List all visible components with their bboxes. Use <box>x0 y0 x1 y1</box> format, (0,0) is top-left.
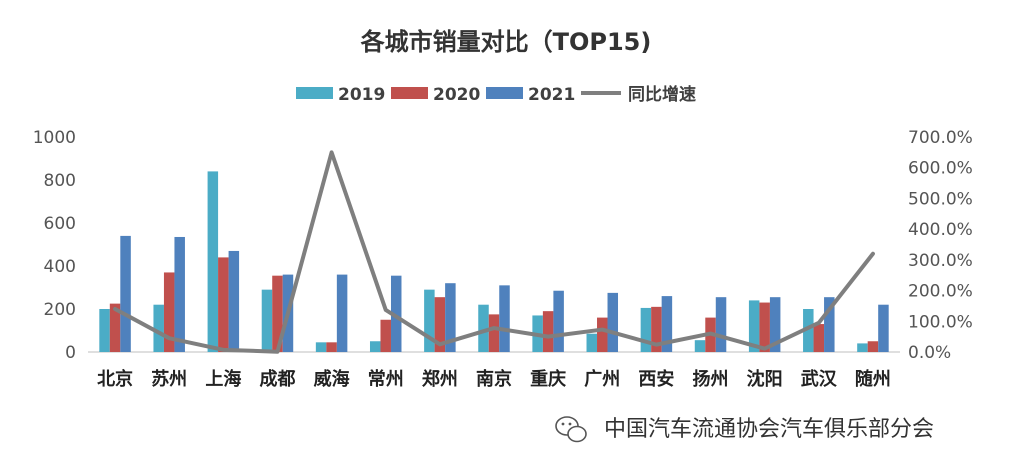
x-axis-categories: 北京 苏州 上海 成都 威海 常州 郑州 南京 重庆 广州 西安 扬州 沈阳 武汉 随州 <box>97 368 891 390</box>
x-category-label: 北京 <box>97 368 133 390</box>
y-right-tick-label: 200.0% <box>908 282 973 302</box>
legend-swatch-2020 <box>391 87 428 99</box>
x-category-label: 成都 <box>259 368 295 390</box>
bar-2019-西安 <box>640 307 652 352</box>
x-category-label: 重庆 <box>530 368 566 390</box>
y-right-tick-label: 600.0% <box>908 159 973 179</box>
y-left-tick-label: 600 <box>44 214 76 234</box>
x-category-label: 广州 <box>584 368 620 390</box>
bar-2021-西安 <box>661 296 673 352</box>
bar-2021-常州 <box>390 275 402 352</box>
bar-2019-扬州 <box>694 340 706 352</box>
bar-2021-威海 <box>336 274 348 352</box>
x-category-label: 常州 <box>368 368 404 390</box>
bar-2020-沈阳 <box>759 302 770 352</box>
y-right-tick-label: 500.0% <box>908 189 973 209</box>
y-right-tick-label: 400.0% <box>908 220 973 240</box>
bar-2020-上海 <box>218 257 229 352</box>
bar-2020-常州 <box>380 319 391 352</box>
bar-2020-威海 <box>326 342 337 352</box>
x-category-label: 沈阳 <box>747 368 783 390</box>
bar-2021-广州 <box>607 292 619 352</box>
x-category-label: 西安 <box>638 368 674 390</box>
bar-2019-威海 <box>315 342 327 352</box>
legend-label: 2020 <box>433 85 480 105</box>
bar-2020-南京 <box>488 314 500 352</box>
y-right-tick-label: 300.0% <box>908 251 973 271</box>
bar-2021-随州 <box>878 304 889 352</box>
x-category-label: 上海 <box>205 368 241 390</box>
legend-label: 2019 <box>338 85 385 105</box>
x-category-label: 武汉 <box>801 369 838 390</box>
watermark: 中国汽车流通协会汽车俱乐部分会 <box>555 416 934 443</box>
y-left-tick-label: 1000 <box>33 128 76 148</box>
bar-2021-南京 <box>499 285 510 352</box>
bar-2020-苏州 <box>163 272 175 352</box>
bar-2020-郑州 <box>434 297 446 352</box>
y-left-tick-label: 0 <box>65 343 76 363</box>
bar-2019-常州 <box>369 341 381 352</box>
bar-2021-苏州 <box>174 236 185 352</box>
legend-swatch-2021 <box>486 87 523 99</box>
line-同比增速 <box>113 150 875 354</box>
y-left-tick-label: 400 <box>44 257 76 277</box>
bar-2019-上海 <box>207 171 219 352</box>
x-category-label: 威海 <box>314 368 350 390</box>
x-category-label: 郑州 <box>422 368 458 390</box>
bar-2020-成都 <box>272 275 283 352</box>
chart-title: 各城市销量对比（TOP15) <box>360 28 652 56</box>
bar-2020-广州 <box>597 317 608 352</box>
legend-swatch-2019 <box>296 87 333 99</box>
bar-2021-上海 <box>228 250 240 352</box>
y-right-tick-label: 100.0% <box>908 312 973 332</box>
wechat-icon <box>555 416 587 443</box>
bar-2021-郑州 <box>445 283 456 352</box>
watermark-text: 中国汽车流通协会汽车俱乐部分会 <box>604 417 934 442</box>
bar-2020-西安 <box>651 306 662 352</box>
y-right-tick-label: 0.0% <box>908 343 951 363</box>
bar-series <box>99 171 889 352</box>
legend-label: 2021 <box>528 85 575 105</box>
bar-2021-北京 <box>120 235 131 352</box>
growth-line-series <box>113 150 875 354</box>
y-axis-left: 0 200 400 600 800 1000 <box>33 128 76 363</box>
bar-2021-沈阳 <box>769 297 781 352</box>
bar-2021-重庆 <box>553 290 564 352</box>
bar-2019-郑州 <box>424 289 435 352</box>
y-left-tick-label: 200 <box>44 300 76 320</box>
bar-2019-北京 <box>99 309 110 352</box>
bar-2020-随州 <box>867 341 879 352</box>
bar-2020-北京 <box>109 303 121 352</box>
bar-2019-苏州 <box>153 304 164 352</box>
bar-2019-武汉 <box>803 309 814 352</box>
bar-2019-南京 <box>478 304 489 352</box>
bar-2021-武汉 <box>824 297 835 352</box>
x-category-label: 随州 <box>855 368 891 390</box>
chart-legend: 2019 2020 2021 同比增速 <box>296 84 696 105</box>
y-axis-right: 0.0% 100.0% 200.0% 300.0% 400.0% 500.0% 600.0%… <box>908 128 973 363</box>
x-category-label: 苏州 <box>151 368 187 390</box>
bar-2020-武汉 <box>813 324 825 352</box>
bar-2019-沈阳 <box>748 300 760 352</box>
x-category-label: 南京 <box>476 368 512 390</box>
bar-2019-广州 <box>586 333 598 352</box>
x-category-label: 扬州 <box>693 368 729 390</box>
bar-2021-扬州 <box>715 297 727 352</box>
y-right-tick-label: 700.0% <box>908 128 973 148</box>
y-left-tick-label: 800 <box>44 171 76 191</box>
bar-2019-成都 <box>261 289 273 352</box>
bar-2020-重庆 <box>542 311 554 352</box>
bar-2019-随州 <box>857 343 868 352</box>
legend-label: 同比增速 <box>628 84 696 105</box>
